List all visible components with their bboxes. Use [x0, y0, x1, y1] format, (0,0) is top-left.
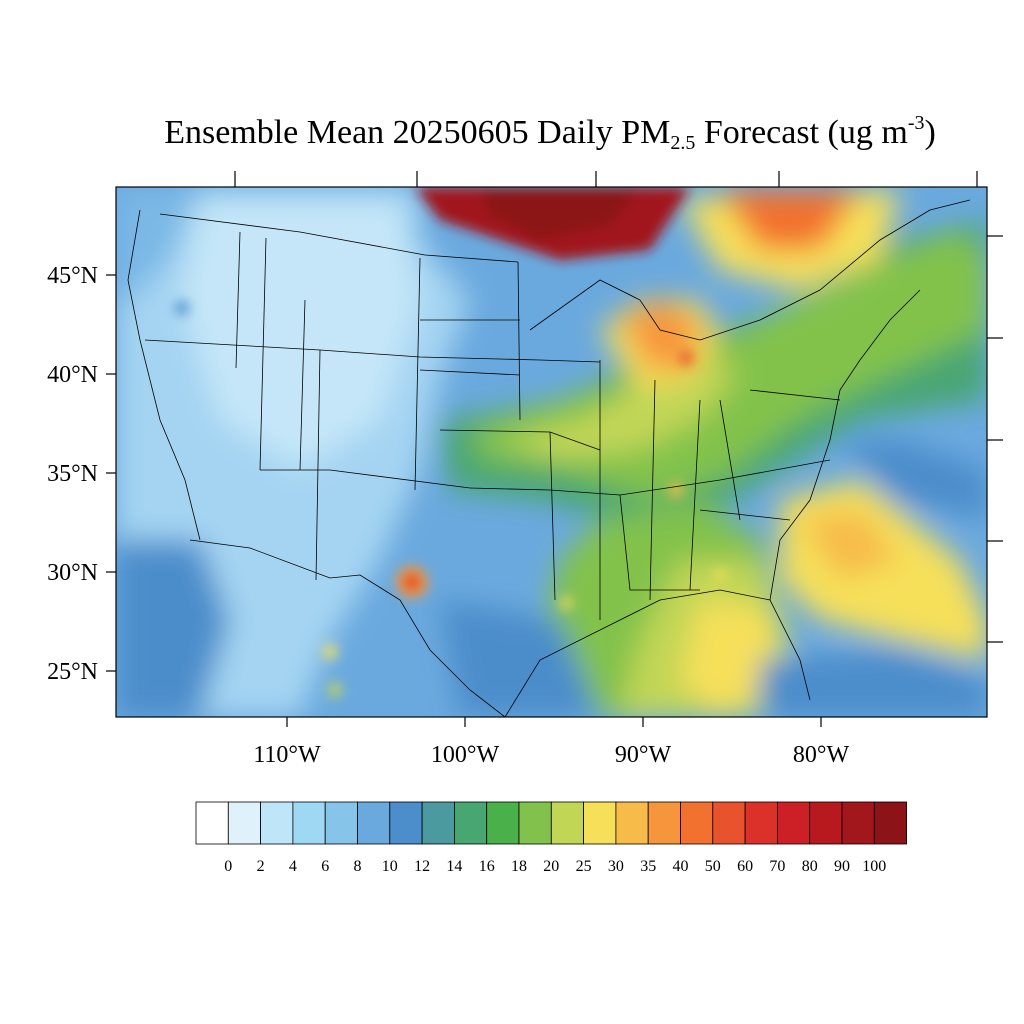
lat-label-40n: 40°N: [47, 362, 98, 388]
colorbar-box: [647, 801, 681, 845]
colorbar-level-label: 18: [511, 858, 527, 875]
colorbar-box: [550, 801, 584, 845]
colorbar-level-label: 12: [414, 858, 430, 875]
colorbar-level-label: 8: [354, 858, 362, 875]
latitude-labels: 45°N 40°N 35°N 30°N 25°N: [47, 263, 98, 685]
colorbar-box: [841, 801, 875, 845]
colorbar-box: [809, 801, 843, 845]
map-frame: [115, 186, 988, 718]
colorbar-level-label: 4: [289, 858, 297, 875]
lat-label-35n: 35°N: [47, 461, 98, 487]
colorbar-box: [615, 801, 649, 845]
colorbar-box: [227, 801, 262, 845]
colorbar-box: [873, 801, 907, 845]
colorbar-level-label: 90: [834, 858, 850, 875]
colorbar-level-label: 35: [640, 858, 656, 875]
colorbar-level-label: 16: [479, 858, 495, 875]
longitude-labels: 110°W 100°W 90°W 80°W: [253, 742, 849, 768]
colorbar-level-label: 30: [608, 858, 624, 875]
lat-label-30n: 30°N: [47, 560, 98, 586]
lon-label-90w: 90°W: [615, 742, 672, 768]
political-boundaries: [127, 199, 971, 717]
colorbar-box: [389, 801, 423, 845]
map-title: Ensemble Mean 20250605 Daily PM2.5 Forec…: [164, 112, 936, 154]
colorbar-box: [744, 801, 778, 845]
lat-label-45n: 45°N: [47, 263, 98, 289]
lon-label-110w: 110°W: [253, 742, 321, 768]
colorbar-level-label: 70: [769, 858, 785, 875]
colorbar-box: [195, 801, 229, 845]
colorbar-level-label: 2: [257, 858, 265, 875]
lon-label-80w: 80°W: [793, 742, 850, 768]
colorbar-level-label: 0: [224, 858, 232, 875]
colorbar-level-label: 40: [673, 858, 689, 875]
concentration-field: [116, 187, 987, 717]
colorbar-level-label: 25: [576, 858, 592, 875]
colorbar-level-label: 60: [737, 858, 753, 875]
colorbar-box: [357, 801, 391, 845]
colorbar-level-label: 100: [862, 858, 886, 875]
colorbar-box: [712, 801, 746, 845]
colorbar-box: [260, 801, 294, 845]
colorbar-level-label: 80: [802, 858, 818, 875]
lon-label-100w: 100°W: [431, 742, 500, 768]
colorbar-level-label: 50: [705, 858, 721, 875]
colorbar-level-label: 20: [543, 858, 559, 875]
colorbar-box: [421, 801, 455, 845]
colorbar-box: [518, 801, 552, 845]
lat-label-25n: 25°N: [47, 659, 98, 685]
colorbar-box: [777, 801, 811, 845]
colorbar-level-label: 10: [382, 858, 398, 875]
colorbar-box: [486, 801, 520, 845]
colorbar-box: [324, 801, 358, 845]
colorbar: 0 2 4 6 8 10 12 14 16 18 20 25 30 35 40 50 60 70 80 90 100: [195, 801, 907, 875]
colorbar-box: [292, 801, 326, 845]
colorbar-level-label: 6: [321, 858, 329, 875]
colorbar-box: [453, 801, 488, 845]
colorbar-box: [680, 801, 714, 845]
colorbar-box: [583, 801, 617, 845]
colorbar-level-label: 14: [446, 858, 462, 875]
map-ticks: [106, 171, 1003, 727]
